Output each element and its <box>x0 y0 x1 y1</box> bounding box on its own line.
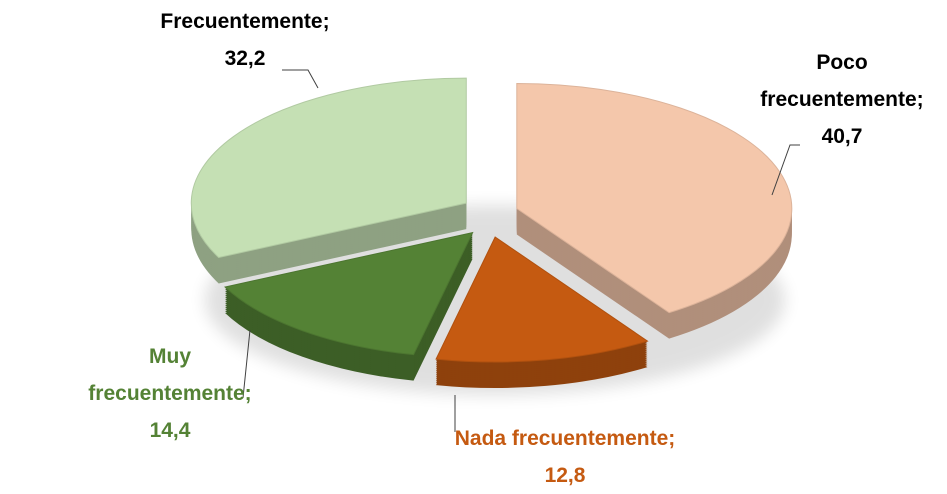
category-label: Nada frecuentemente; <box>454 427 676 450</box>
leader-line <box>282 69 319 89</box>
leader-line <box>242 329 251 399</box>
slice <box>224 231 474 356</box>
category-label: Poco frecuentemente; <box>760 51 924 111</box>
data-label: Poco frecuentemente; 40,7 <box>742 44 942 155</box>
slice <box>190 77 467 259</box>
leader-line <box>771 144 800 196</box>
data-label: Muy frecuentemente; 14,4 <box>70 338 270 449</box>
category-label: Muy frecuentemente; <box>88 345 252 405</box>
value-label: 32,2 <box>224 47 266 70</box>
data-label: Nada frecuentemente; 12,8 <box>400 420 730 494</box>
slice <box>435 236 649 363</box>
value-label: 12,8 <box>544 464 586 487</box>
value-label: 40,7 <box>821 125 863 148</box>
category-label: Frecuentemente; <box>160 10 330 33</box>
data-label: Frecuentemente; 32,2 <box>115 3 375 77</box>
value-label: 14,4 <box>149 419 191 442</box>
